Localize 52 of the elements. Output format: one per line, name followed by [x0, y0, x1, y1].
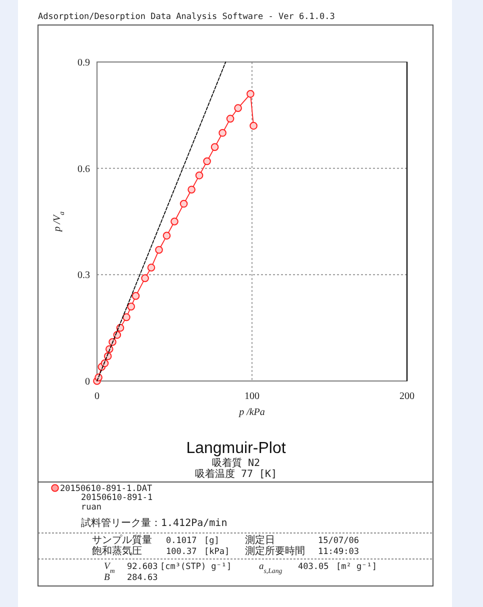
point — [147, 264, 156, 272]
text: 20150610-891-1 — [81, 493, 153, 503]
text: [m² g⁻¹] — [336, 562, 377, 572]
text: [kPa] — [204, 547, 230, 557]
text: 飽和蒸気圧 — [92, 545, 142, 557]
point — [188, 186, 196, 194]
point — [226, 114, 234, 123]
y-tick-label: 0.3 — [78, 270, 90, 282]
text: 吸着質 N2 — [212, 457, 260, 469]
point — [210, 143, 219, 151]
point — [250, 122, 258, 130]
text: Langmuir-Plot — [186, 440, 286, 457]
text: [cm³(STP) g⁻¹] — [160, 562, 232, 572]
text: a$_{s,Lang}$ — [259, 562, 283, 574]
text: Adsorption/Desorption Data Analysis Software - Ver 6.1.0.3 — [38, 12, 335, 22]
point — [180, 200, 188, 208]
text: 403.05 — [298, 562, 329, 572]
text: 11:49:03 — [318, 547, 359, 557]
point — [170, 218, 178, 226]
point — [122, 313, 130, 322]
point — [162, 232, 171, 240]
text: ruan — [81, 502, 102, 512]
x-axis-title: p /kPa — [238, 407, 265, 418]
text: 測定所要時間 — [245, 545, 305, 557]
x-tick-label: 200 — [400, 391, 414, 402]
point — [155, 246, 163, 254]
y-tick-label: 0.9 — [78, 58, 90, 68]
text: 吸着温度 77 [K] — [194, 468, 278, 480]
legend-label: 20150610-891-1.DAT — [60, 484, 152, 494]
point — [127, 302, 135, 310]
text: サンプル質量 — [92, 534, 152, 546]
text: 92.603 — [127, 562, 158, 572]
point — [218, 128, 226, 137]
y-tick-label: 0 — [85, 376, 90, 388]
text: 15/07/06 — [318, 536, 359, 546]
x-tick-label: 100 — [244, 391, 260, 402]
y-tick-label: 0.6 — [78, 164, 90, 175]
text: 試料管リーク量：1.412Pa/min — [81, 517, 228, 529]
x-tick-label: 0 — [94, 391, 100, 402]
point — [132, 292, 140, 300]
point — [195, 172, 204, 180]
point — [234, 104, 242, 112]
text: B — [104, 573, 110, 583]
point — [246, 90, 254, 98]
text: 100.37 — [166, 547, 197, 557]
text: V$_{m}$ — [104, 562, 115, 574]
text: 測定日 — [245, 534, 275, 546]
text: 0.1017 — [166, 536, 197, 546]
text: 284.63 — [127, 573, 158, 583]
point — [141, 274, 149, 282]
point — [203, 157, 211, 166]
text: [g] — [204, 536, 220, 546]
